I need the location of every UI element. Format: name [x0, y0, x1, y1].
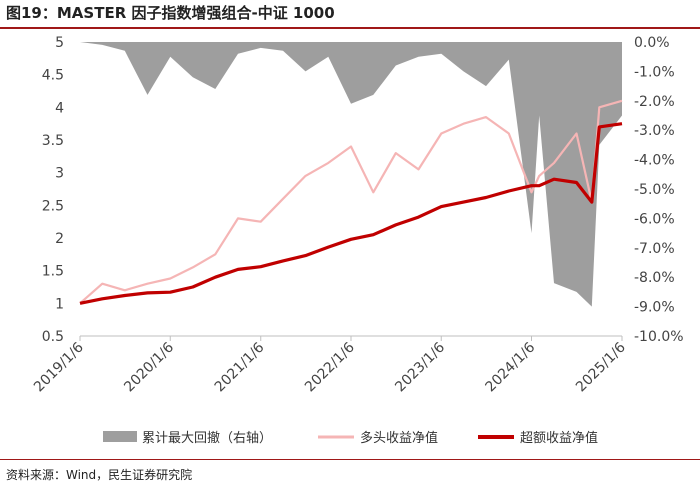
drawdown-area	[80, 42, 622, 307]
x-tick-label: 2019/1/6	[31, 339, 87, 395]
footer-rule	[0, 459, 700, 460]
y-left-tick: 3.5	[42, 133, 64, 149]
chart-title: 图19：MASTER 因子指数增强组合-中证 1000	[6, 4, 335, 22]
y-left-tick: 2.5	[42, 198, 64, 214]
x-tick-label: 2024/1/6	[483, 339, 539, 395]
y-right-tick: -2.0%	[634, 94, 675, 110]
x-tick-label: 2021/1/6	[212, 339, 268, 395]
legend-label-long: 多头收益净值	[360, 430, 438, 446]
x-tick-label: 2022/1/6	[302, 339, 358, 395]
x-tick-label: 2023/1/6	[392, 339, 448, 395]
legend-label-drawdown: 累计最大回撤（右轴）	[142, 430, 272, 446]
y-left-tick: 1	[55, 296, 64, 312]
y-right-tick: -6.0%	[634, 211, 675, 227]
y-left-tick: 5	[55, 35, 64, 51]
y-right-tick: -3.0%	[634, 123, 675, 139]
y-left-tick: 4.5	[42, 68, 64, 84]
y-right-tick: -8.0%	[634, 270, 675, 286]
y-right-tick: -7.0%	[634, 241, 675, 257]
y-right-tick: -10.0%	[634, 329, 684, 345]
title-rule	[0, 27, 700, 29]
y-left-tick: 1.5	[42, 264, 64, 280]
y-left-tick: 2	[55, 231, 64, 247]
y-right-tick: 0.0%	[634, 35, 670, 51]
y-left-tick: 4	[55, 100, 64, 116]
y-right-tick: -5.0%	[634, 182, 675, 198]
y-left-tick: 3	[55, 166, 64, 182]
x-tick-label: 2025/1/6	[573, 339, 629, 395]
excess-nav-line	[79, 122, 623, 305]
legend-label-excess: 超额收益净值	[520, 430, 598, 446]
long-nav-line	[79, 99, 623, 305]
y-left-tick: 0.5	[42, 329, 64, 345]
y-right-tick: -9.0%	[634, 300, 675, 316]
y-right-tick: -4.0%	[634, 153, 675, 169]
chart: 0.5 1 1.5 2 2.5 3 3.5 4 4.5 5 0.0% -1.0% -2.0% -3.0% -…	[31, 35, 684, 446]
source-note: 资料来源：Wind，民生证券研究院	[6, 468, 193, 482]
y-right-tick: -1.0%	[634, 64, 675, 80]
x-tick-label: 2020/1/6	[121, 339, 177, 395]
legend-swatch-drawdown	[103, 431, 137, 442]
